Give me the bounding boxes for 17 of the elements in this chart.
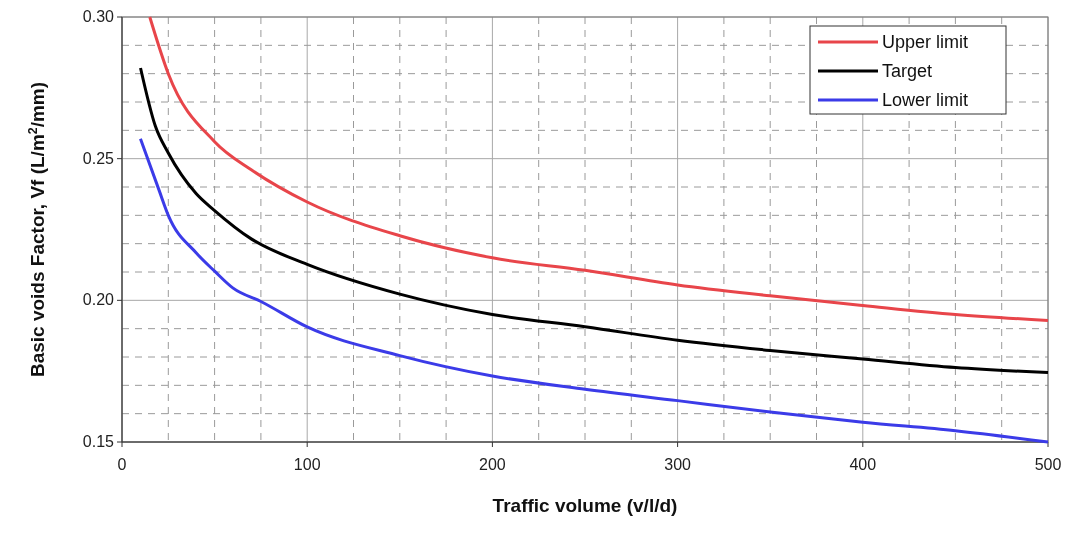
x-tick-label: 300 xyxy=(664,456,692,473)
legend-label: Target xyxy=(882,61,933,81)
line-series xyxy=(139,66,1050,375)
x-tick-label: 500 xyxy=(1034,456,1062,473)
legend-label: Lower limit xyxy=(882,90,969,110)
line-series xyxy=(148,15,1050,322)
legend-label: Upper limit xyxy=(882,32,969,52)
x-tick-label: 200 xyxy=(479,456,506,473)
y-tick-label: 0.25 xyxy=(82,149,115,167)
y-tick-label: 0.30 xyxy=(82,8,115,25)
x-tick-label: 400 xyxy=(849,456,877,473)
line-series xyxy=(139,137,1050,444)
x-tick-label: 0 xyxy=(117,456,127,473)
y-tick-label: 0.20 xyxy=(82,291,115,309)
x-tick-label: 100 xyxy=(293,456,321,473)
x-axis-title: Traffic volume (v/l/d) xyxy=(492,495,678,516)
y-tick-label: 0.15 xyxy=(82,433,115,450)
